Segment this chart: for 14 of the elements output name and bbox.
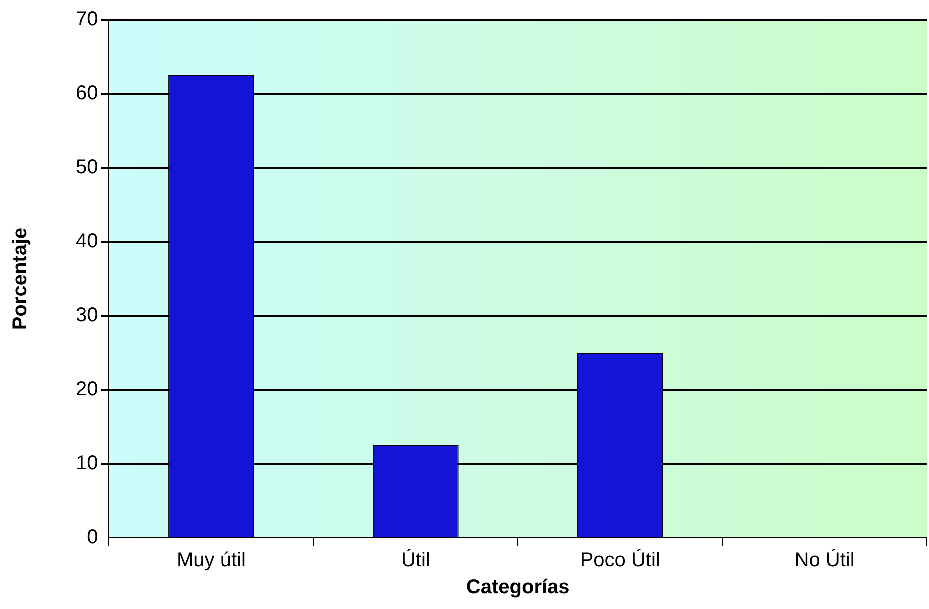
y-tick-label: 50 (76, 156, 98, 179)
y-tick-label: 10 (76, 452, 98, 475)
x-tick-label: No Útil (794, 548, 855, 572)
x-tick-label: Útil (401, 548, 430, 572)
x-tick-label: Poco Útil (580, 548, 660, 572)
x-tick-label: Muy útil (177, 550, 246, 572)
y-axis-title: Porcentaje (10, 228, 32, 330)
y-tick-label: 30 (76, 304, 98, 327)
y-tick-label: 40 (76, 230, 98, 253)
x-axis-title: Categorías (466, 576, 570, 599)
y-tick-label: 60 (76, 82, 98, 105)
y-tick-label: 20 (76, 378, 98, 401)
y-tick-label: 0 (87, 526, 98, 549)
y-tick-label: 70 (76, 8, 98, 31)
